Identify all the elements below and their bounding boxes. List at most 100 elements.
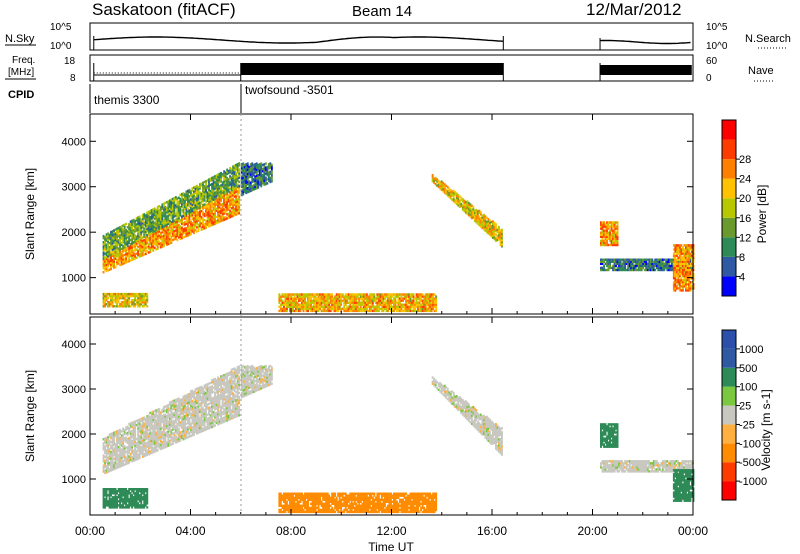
heatmap-cell xyxy=(368,305,371,308)
heatmap-cell xyxy=(208,178,210,181)
heatmap-cell xyxy=(123,431,126,434)
heatmap-cell xyxy=(470,216,473,220)
heatmap-cell xyxy=(612,239,614,243)
heatmap-cell xyxy=(152,210,155,213)
heatmap-cell xyxy=(162,204,165,207)
heatmap-cell xyxy=(368,297,371,300)
heatmap-cell xyxy=(152,233,155,236)
heatmap-cell xyxy=(349,295,352,298)
heatmap-cell xyxy=(208,216,210,220)
heatmap-cell xyxy=(385,299,388,302)
heatmap-cell xyxy=(114,447,117,450)
heatmap-cell xyxy=(138,422,141,425)
heatmap-cell xyxy=(117,247,120,250)
heatmap-cell xyxy=(131,460,134,463)
heatmap-cell xyxy=(196,193,198,196)
heatmap-cell xyxy=(678,279,681,282)
heatmap-cell xyxy=(613,262,616,265)
heatmap-cell xyxy=(135,423,138,427)
heatmap-cell xyxy=(155,208,158,212)
heatmap-cell xyxy=(120,225,123,228)
heatmap-cell xyxy=(116,261,118,264)
heatmap-cell xyxy=(655,260,658,263)
heatmap-cell xyxy=(245,181,248,184)
heatmap-cell xyxy=(120,241,123,244)
heatmap-cell xyxy=(267,175,270,178)
heatmap-cell xyxy=(305,309,308,313)
heatmap-cell xyxy=(320,305,323,308)
heatmap-cell xyxy=(123,235,126,239)
heatmap-cell xyxy=(149,222,152,225)
heatmap-cell xyxy=(246,170,249,173)
heatmap-cell xyxy=(236,206,239,209)
heatmap-cell xyxy=(486,222,488,226)
heatmap-cell xyxy=(606,243,608,247)
heatmap-cell xyxy=(412,297,415,300)
heatmap-cell xyxy=(615,262,617,265)
heatmap-cell xyxy=(168,407,171,410)
heatmap-cell xyxy=(168,421,171,424)
heatmap-cell xyxy=(307,299,309,302)
heatmap-cell xyxy=(678,250,681,253)
heatmap-cell xyxy=(323,303,326,306)
heatmap-cell xyxy=(191,218,194,221)
heatmap-cell xyxy=(138,450,141,454)
heatmap-cell xyxy=(232,190,235,193)
heatmap-cell xyxy=(672,289,675,292)
heatmap-cell xyxy=(246,162,249,165)
heatmap-cell xyxy=(120,448,123,451)
heatmap-cell xyxy=(143,418,146,421)
heatmap-cell xyxy=(224,179,227,183)
heatmap-cell xyxy=(140,438,143,441)
heatmap-cell xyxy=(489,219,491,222)
heatmap-cell xyxy=(155,229,158,232)
heatmap-cell xyxy=(230,170,233,173)
heatmap-cell xyxy=(153,442,156,445)
heatmap-cell xyxy=(119,248,121,251)
heatmap-cell xyxy=(460,196,463,200)
heatmap-cell xyxy=(479,217,482,220)
heatmap-cell xyxy=(254,171,257,174)
heatmap-cell xyxy=(111,305,114,308)
heatmap-cell xyxy=(677,268,680,272)
heatmap-cell xyxy=(287,301,290,304)
heatmap-cell xyxy=(232,198,235,201)
heatmap-cell xyxy=(135,458,138,461)
heatmap-cell xyxy=(184,215,186,218)
heatmap-cell xyxy=(162,206,165,210)
heatmap-cell xyxy=(107,265,109,268)
heatmap-cell xyxy=(343,307,346,310)
heatmap-cell xyxy=(105,253,108,257)
heatmap-cell xyxy=(630,266,633,270)
heatmap-cell xyxy=(119,230,121,233)
heatmap-cell xyxy=(140,218,143,222)
heatmap-cell xyxy=(646,268,649,272)
heatmap-cell xyxy=(171,436,174,439)
heatmap-cell xyxy=(177,217,180,220)
heatmap-cell xyxy=(292,303,294,306)
heatmap-cell xyxy=(242,164,245,167)
heatmap-cell xyxy=(646,264,649,268)
heatmap-cell xyxy=(335,309,338,313)
heatmap-cell xyxy=(296,293,299,296)
heatmap-cell xyxy=(654,260,657,263)
heatmap-cell xyxy=(609,233,611,236)
heatmap-cell xyxy=(224,209,227,213)
heatmap-cell xyxy=(434,178,437,182)
heatmap-cell xyxy=(686,279,689,282)
heatmap-cell xyxy=(230,200,233,204)
heatmap-cell xyxy=(122,254,125,257)
heatmap-cell xyxy=(227,208,230,211)
heatmap-cell xyxy=(202,191,204,195)
heatmap-cell xyxy=(320,299,323,302)
heatmap-cell xyxy=(258,177,261,180)
heatmap-cell xyxy=(613,231,616,234)
heatmap-cell xyxy=(640,268,643,272)
heatmap-cell xyxy=(217,208,219,212)
heatmap-cell xyxy=(170,237,173,240)
heatmap-cell xyxy=(396,307,398,310)
heatmap-cell xyxy=(606,221,608,224)
heatmap-cell xyxy=(116,237,118,241)
heatmap-cell xyxy=(158,416,161,419)
heatmap-cell xyxy=(621,268,623,272)
